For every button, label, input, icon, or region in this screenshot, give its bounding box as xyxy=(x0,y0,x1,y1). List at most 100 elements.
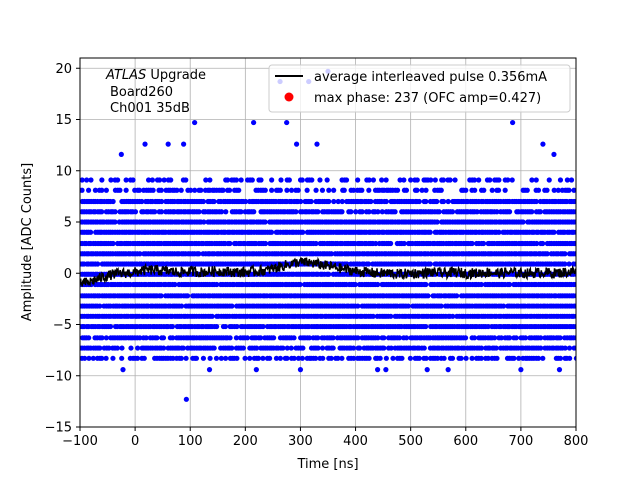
scatter-point xyxy=(288,345,294,351)
scatter-point xyxy=(436,209,442,215)
scatter-point xyxy=(403,187,410,193)
scatter-point xyxy=(522,335,529,341)
scatter-point xyxy=(114,345,121,351)
y-tick-label: 10 xyxy=(55,164,72,179)
scatter-point xyxy=(424,367,430,373)
scatter-point xyxy=(284,119,290,126)
scatter-point xyxy=(99,335,105,341)
scatter-point xyxy=(377,355,383,361)
scatter-point xyxy=(383,367,389,373)
scatter-point xyxy=(123,177,129,183)
scatter-point xyxy=(187,187,194,193)
scatter-point xyxy=(185,293,191,299)
scatter-point xyxy=(524,187,530,193)
scatter-point xyxy=(233,177,240,183)
scatter-point xyxy=(317,177,323,183)
scatter-point xyxy=(414,187,420,193)
scatter-point xyxy=(472,187,478,193)
scatter-point xyxy=(103,355,109,361)
scatter-point xyxy=(326,198,332,205)
scatter-point xyxy=(471,177,478,183)
scatter-point xyxy=(284,187,290,193)
scatter-point xyxy=(366,187,372,193)
scatter-point xyxy=(141,355,147,361)
scatter-point xyxy=(293,209,299,215)
scatter-point xyxy=(137,335,143,341)
scatter-point xyxy=(562,261,568,267)
scatter-point xyxy=(423,323,429,330)
scatter-point xyxy=(330,345,336,351)
scatter-point xyxy=(277,355,284,361)
scatter-point xyxy=(516,355,522,361)
scatter-point xyxy=(178,187,184,193)
scatter-point xyxy=(229,303,235,309)
scatter-point xyxy=(555,187,561,193)
scatter-point xyxy=(511,355,517,361)
scatter-point xyxy=(461,345,467,351)
scatter-point xyxy=(192,119,198,126)
scatter-point xyxy=(573,313,576,319)
scatter-point xyxy=(368,198,374,205)
scatter-point xyxy=(284,345,290,351)
scatter-point xyxy=(218,355,224,361)
scatter-point xyxy=(423,187,429,193)
scatter-point xyxy=(434,198,440,205)
scatter-point xyxy=(313,240,319,247)
scatter-point xyxy=(366,209,372,215)
y-tick-label: 5 xyxy=(64,216,72,231)
x-tick-label: −100 xyxy=(62,434,98,449)
scatter-point xyxy=(314,141,320,147)
scatter-point xyxy=(383,177,389,183)
scatter-point xyxy=(319,187,326,193)
scatter-point xyxy=(379,209,385,215)
scatter-point xyxy=(495,187,502,193)
scatter-point xyxy=(573,229,576,235)
scatter-point xyxy=(529,209,535,215)
scatter-point xyxy=(297,281,303,288)
scatter-point xyxy=(573,261,576,267)
scatter-point xyxy=(494,355,500,361)
scatter-point xyxy=(507,335,513,341)
scatter-point xyxy=(428,177,434,183)
scatter-point xyxy=(227,335,233,341)
scatter-point xyxy=(249,177,255,183)
annotation-line-2: Board260 xyxy=(110,85,173,100)
scatter-point xyxy=(118,151,124,157)
scatter-point xyxy=(359,187,365,193)
scatter-point xyxy=(573,335,576,341)
scatter-point xyxy=(123,187,129,193)
scatter-point xyxy=(110,355,116,361)
legend: average interleaved pulse 0.356mA max ph… xyxy=(268,64,571,113)
scatter-point xyxy=(562,251,568,257)
scatter-point xyxy=(262,240,269,247)
scatter-point xyxy=(405,303,411,309)
scatter-point xyxy=(273,355,280,361)
scatter-point xyxy=(278,177,284,183)
scatter-point xyxy=(268,229,275,235)
scatter-point xyxy=(267,355,273,361)
scatter-point xyxy=(375,281,381,288)
scatter-point xyxy=(107,323,114,330)
scatter-point xyxy=(240,345,247,351)
scatter-point xyxy=(196,251,202,257)
scatter-point xyxy=(463,187,469,193)
annotation-italic: ATLAS xyxy=(105,68,146,83)
scatter-point xyxy=(149,177,156,183)
scatter-point xyxy=(350,345,357,351)
scatter-point xyxy=(181,141,187,147)
scatter-point xyxy=(339,355,345,361)
plot-frame xyxy=(79,57,577,428)
scatter-point xyxy=(423,198,429,205)
scatter-point xyxy=(154,335,160,341)
scatter-point xyxy=(564,177,570,183)
scatter-point xyxy=(441,198,447,205)
scatter-point xyxy=(198,187,204,193)
scatter-point xyxy=(510,119,516,126)
scatter-point xyxy=(397,177,403,183)
scatter-point xyxy=(293,141,300,147)
scatter-point xyxy=(544,251,550,257)
scatter-point xyxy=(233,335,240,341)
scatter-point xyxy=(546,177,552,183)
x-tick-label: 700 xyxy=(508,434,533,449)
scatter-point xyxy=(328,355,334,361)
